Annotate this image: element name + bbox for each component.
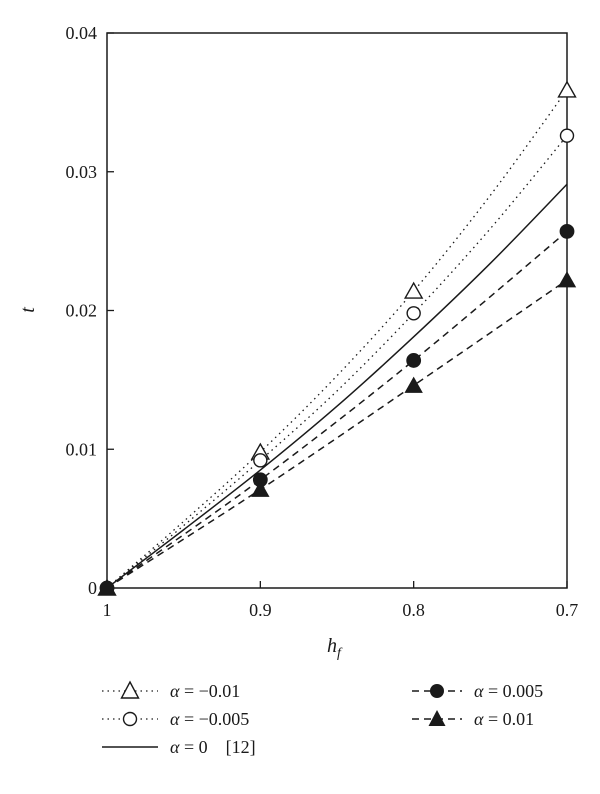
legend-symbol: α (474, 680, 484, 701)
y-tick-label: 0 (88, 578, 97, 598)
legend-label: α = 0 [12] (170, 737, 256, 758)
data-point (403, 281, 424, 299)
x-tick-label: 1 (103, 600, 112, 620)
plot-frame (106, 32, 568, 589)
y-tick-label: 0.02 (66, 301, 98, 321)
data-point (253, 453, 268, 468)
legend-item-alpha-0-01: α = 0.01 (410, 706, 534, 732)
y-axis-label: t (17, 307, 39, 313)
series-2 (106, 183, 568, 589)
series-line (106, 230, 568, 589)
data-point (406, 306, 421, 321)
legend-swatch (102, 711, 158, 727)
legend-symbol: α (170, 708, 180, 729)
x-axis-label-subscript: f (337, 646, 343, 661)
legend-item-alpha-neg-0-01: α = −0.01 (100, 678, 240, 704)
series-line (106, 279, 568, 589)
chart: 1 0.9 0.8 0.7 0 0.01 0.02 0.03 0.04 t hf (17, 23, 579, 661)
x-tick-label: 0.7 (556, 600, 579, 620)
y-tick-label: 0.01 (66, 439, 98, 459)
data-point (557, 80, 577, 98)
legend-label: α = −0.005 (170, 709, 249, 730)
legend-value: = 0.01 (487, 708, 535, 729)
legend-item-alpha-0: α = 0 [12] (100, 734, 256, 760)
circle-open-marker (122, 711, 138, 727)
series-line (106, 135, 568, 589)
legend-label: α = −0.01 (170, 681, 240, 702)
legend-item-alpha-0-005: α = 0.005 (410, 678, 543, 704)
series-0 (97, 80, 577, 596)
legend-value: = −0.005 (183, 708, 250, 729)
legend-symbol: α (170, 736, 180, 757)
data-point (559, 128, 575, 143)
legend-swatch (412, 710, 462, 726)
y-tick-label: 0.04 (66, 23, 98, 43)
x-tick-label: 0.9 (249, 600, 272, 620)
legend-label: α = 0.005 (474, 681, 543, 702)
legend-swatch (412, 684, 462, 698)
legend-swatch (102, 680, 158, 699)
legend-value: = 0 (183, 736, 208, 757)
series-4 (97, 271, 577, 596)
data-point (406, 353, 422, 368)
data-point (404, 376, 423, 393)
legend-swatch (102, 746, 158, 748)
data-point (251, 480, 270, 497)
legend-label: α = 0.01 (474, 709, 534, 730)
circle-filled-marker (430, 684, 444, 698)
legend-item-alpha-neg-0-005: α = −0.005 (100, 706, 249, 732)
y-axis-ticks: 0 0.01 0.02 0.03 0.04 (66, 23, 114, 598)
triangle-filled-marker (428, 710, 446, 726)
plot-border (106, 32, 568, 589)
data-point (559, 224, 575, 239)
triangle-open-marker (120, 680, 140, 699)
series-line (106, 89, 568, 589)
legend-symbol: α (474, 708, 484, 729)
x-axis-ticks: 1 0.9 0.8 0.7 (103, 581, 579, 620)
x-axis-label-main: h (327, 635, 337, 657)
legend-value: = 0.005 (487, 680, 544, 701)
x-tick-label: 0.8 (402, 600, 425, 620)
series-layer (97, 80, 577, 596)
x-axis-label: hf (327, 635, 343, 661)
series-1 (99, 128, 575, 596)
data-point (557, 271, 577, 288)
data-point (97, 579, 117, 596)
legend-value: = −0.01 (183, 680, 241, 701)
y-tick-label: 0.03 (66, 162, 98, 182)
series-line (106, 183, 568, 589)
legend: α = −0.01 α = −0.005 α = 0 [12] α = 0.005… (100, 676, 580, 776)
legend-symbol: α (170, 680, 180, 701)
legend-reference: [12] (225, 736, 256, 757)
